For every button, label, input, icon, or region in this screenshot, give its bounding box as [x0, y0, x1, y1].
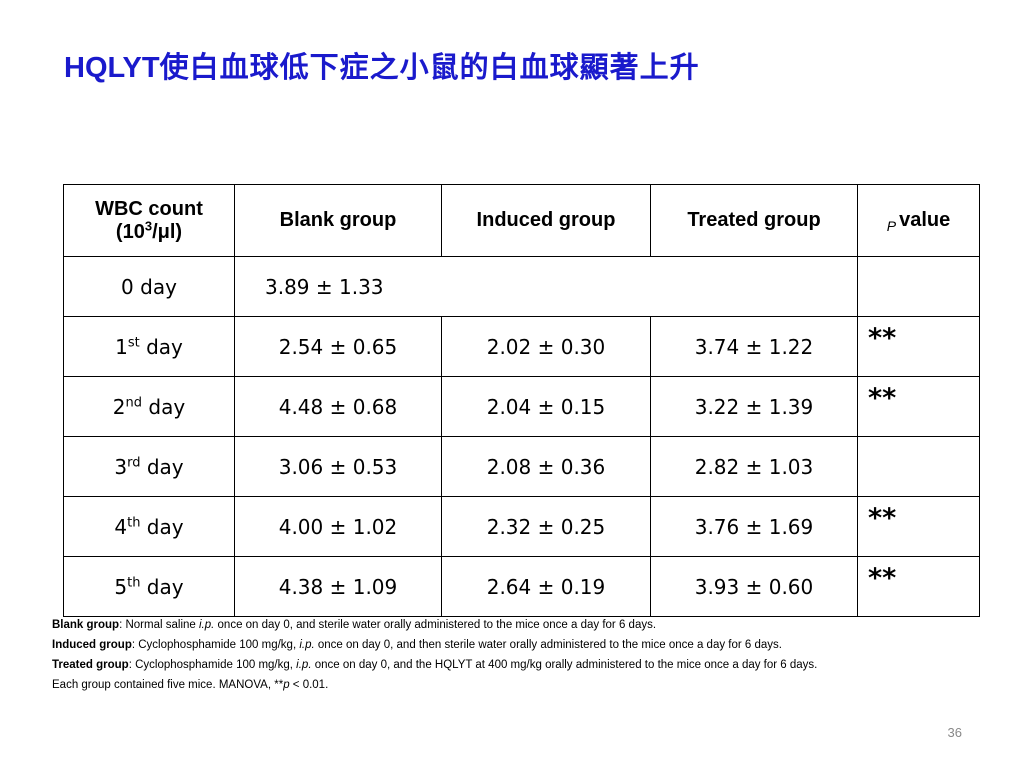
- table-row: 2nd day 4.48 ± 0.68 2.04 ± 0.15 3.22 ± 1…: [63, 376, 980, 437]
- p-value-cell: [857, 256, 980, 317]
- title-cjk: 使白血球低下症之小鼠的白血球顯著上升: [159, 50, 700, 84]
- day-number: 2: [112, 394, 126, 419]
- blank-value-cell: 4.38 ± 1.09: [234, 556, 442, 617]
- induced-value-cell: 2.64 ± 0.19: [441, 556, 651, 617]
- footnote-p: p: [283, 679, 290, 691]
- wbc-table: WBC count (103/μl) Blank group Induced g…: [63, 184, 980, 617]
- footnote-blank: Blank group: Normal saline i.p. once on …: [52, 615, 817, 635]
- footnote-label: Blank group: [52, 619, 120, 631]
- day-suffix: th: [127, 514, 141, 530]
- footnote-statistics: Each group contained five mice. MANOVA, …: [52, 675, 817, 695]
- footnote-ip: i.p.: [296, 659, 312, 671]
- day-suffix: st: [127, 334, 140, 350]
- induced-value-cell: 2.32 ± 0.25: [441, 496, 651, 557]
- p-value-cell: **: [857, 376, 980, 437]
- footnote-text: : Cyclophosphamide 100 mg/kg,: [131, 639, 300, 651]
- table-row: 0 day 3.89 ± 1.33: [63, 256, 980, 317]
- day-cell: 3rd day: [63, 436, 235, 497]
- header-p-letter: P: [886, 218, 897, 234]
- induced-value-cell: 2.04 ± 0.15: [441, 376, 651, 437]
- footnote-text: once on day 0, and the HQLYT at 400 mg/k…: [311, 659, 818, 671]
- blank-value-cell: 2.54 ± 0.65: [234, 316, 442, 377]
- treated-value-cell: 2.82 ± 1.03: [650, 436, 858, 497]
- slide-title: HQLYT使白血球低下症之小鼠的白血球顯著上升: [64, 50, 700, 86]
- footnote-induced: Induced group: Cyclophosphamide 100 mg/k…: [52, 635, 817, 655]
- treated-value-cell: 3.22 ± 1.39: [650, 376, 858, 437]
- blank-value-cell: 3.89 ± 1.33: [234, 256, 858, 317]
- treated-value-cell: 3.93 ± 0.60: [650, 556, 858, 617]
- day-text: day: [140, 514, 184, 539]
- header-p-rest: value: [899, 209, 951, 231]
- blank-value-cell: 4.48 ± 0.68: [234, 376, 442, 437]
- header-wbc-line1: WBC count: [95, 197, 203, 220]
- footnote-text: : Cyclophosphamide 100 mg/kg,: [128, 659, 297, 671]
- day-text: day: [139, 334, 183, 359]
- treated-value-cell: 3.76 ± 1.69: [650, 496, 858, 557]
- day-number: 1: [115, 334, 128, 359]
- p-value-cell: **: [857, 496, 980, 557]
- title-latin: HQLYT: [64, 52, 160, 84]
- footnote-ip: i.p.: [299, 639, 315, 651]
- footnote-text: < 0.01.: [289, 679, 329, 691]
- day-cell: 5th day: [63, 556, 235, 617]
- header-row: WBC count (103/μl) Blank group Induced g…: [63, 184, 980, 257]
- header-treated-group: Treated group: [650, 184, 858, 257]
- day-text: day: [140, 574, 184, 599]
- day-text: day: [133, 274, 177, 299]
- p-value-cell: [857, 436, 980, 497]
- day-number: 4: [114, 514, 128, 539]
- footnote-text: : Normal saline: [119, 619, 199, 631]
- footnote-text: once on day 0, and sterile water orally …: [214, 619, 657, 631]
- header-wbc-count: WBC count (103/μl): [63, 184, 235, 257]
- header-wbc-line2-prefix: (10: [115, 220, 145, 243]
- header-wbc-line2-sup: 3: [144, 217, 153, 233]
- day-text: day: [142, 394, 186, 419]
- table-row: 3rd day 3.06 ± 0.53 2.08 ± 0.36 2.82 ± 1…: [63, 436, 980, 497]
- footnote-label: Induced group: [52, 639, 132, 651]
- blank-value-cell: 4.00 ± 1.02: [234, 496, 442, 557]
- day-suffix: th: [127, 574, 141, 590]
- table-row: 4th day 4.00 ± 1.02 2.32 ± 0.25 3.76 ± 1…: [63, 496, 980, 557]
- blank-value-cell: 3.06 ± 0.53: [234, 436, 442, 497]
- page-number: 36: [947, 725, 962, 740]
- day-suffix: rd: [127, 454, 141, 470]
- day-text: day: [140, 454, 184, 479]
- p-value-cell: **: [857, 556, 980, 617]
- header-blank-group: Blank group: [234, 184, 442, 257]
- footnote-text: once on day 0, and then sterile water or…: [314, 639, 782, 651]
- induced-value-cell: 2.08 ± 0.36: [441, 436, 651, 497]
- header-induced-group: Induced group: [441, 184, 651, 257]
- day-cell: 4th day: [63, 496, 235, 557]
- footnote-treated: Treated group: Cyclophosphamide 100 mg/k…: [52, 655, 817, 675]
- day-number: 5: [114, 574, 128, 599]
- footnotes: Blank group: Normal saline i.p. once on …: [52, 615, 817, 695]
- header-wbc-line2-suffix: /μl): [152, 220, 183, 243]
- footnote-text: Each group contained five mice. MANOVA, …: [52, 679, 284, 691]
- table-row: 5th day 4.38 ± 1.09 2.64 ± 0.19 3.93 ± 0…: [63, 556, 980, 617]
- day-cell: 1st day: [63, 316, 235, 377]
- day-number: 3: [114, 454, 128, 479]
- footnote-ip: i.p.: [198, 619, 215, 631]
- day-cell: 0 day: [63, 256, 235, 317]
- table-row: 1st day 2.54 ± 0.65 2.02 ± 0.30 3.74 ± 1…: [63, 316, 980, 377]
- day-cell: 2nd day: [63, 376, 235, 437]
- day-number: 0: [121, 274, 134, 299]
- p-value-cell: **: [857, 316, 980, 377]
- treated-value-cell: 3.74 ± 1.22: [650, 316, 858, 377]
- footnote-label: Treated group: [52, 659, 129, 671]
- induced-value-cell: 2.02 ± 0.30: [441, 316, 651, 377]
- day-suffix: nd: [125, 394, 143, 410]
